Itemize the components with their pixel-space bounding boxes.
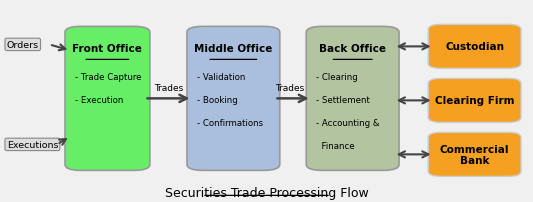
- Text: Finance: Finance: [316, 141, 354, 150]
- Text: Custodian: Custodian: [445, 42, 504, 52]
- Text: Trades: Trades: [274, 83, 304, 93]
- Text: Front Office: Front Office: [72, 44, 142, 54]
- FancyBboxPatch shape: [428, 25, 521, 69]
- FancyBboxPatch shape: [65, 27, 150, 170]
- Text: - Execution: - Execution: [75, 95, 123, 104]
- Text: - Accounting &: - Accounting &: [316, 118, 379, 127]
- Text: - Confirmations: - Confirmations: [197, 118, 263, 127]
- Text: - Validation: - Validation: [197, 73, 245, 81]
- Text: Clearing Firm: Clearing Firm: [435, 96, 514, 106]
- Text: - Trade Capture: - Trade Capture: [75, 73, 141, 81]
- FancyBboxPatch shape: [428, 79, 521, 123]
- FancyBboxPatch shape: [187, 27, 280, 170]
- FancyBboxPatch shape: [306, 27, 399, 170]
- Text: Orders: Orders: [7, 41, 39, 50]
- Text: - Settlement: - Settlement: [316, 95, 370, 104]
- Text: Commercial
Bank: Commercial Bank: [440, 144, 510, 165]
- Text: - Booking: - Booking: [197, 95, 237, 104]
- FancyBboxPatch shape: [428, 133, 521, 177]
- Text: Back Office: Back Office: [319, 44, 386, 54]
- Text: Securities Trade Processing Flow: Securities Trade Processing Flow: [165, 186, 368, 199]
- Text: Executions: Executions: [7, 140, 58, 149]
- Text: Trades: Trades: [154, 83, 183, 93]
- Text: Middle Office: Middle Office: [194, 44, 272, 54]
- Text: - Clearing: - Clearing: [316, 73, 358, 81]
